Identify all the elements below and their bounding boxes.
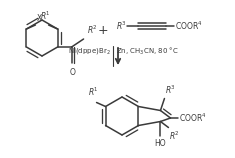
Text: HO: HO — [155, 140, 166, 149]
Text: $R^2$: $R^2$ — [86, 24, 98, 36]
Text: COOR$^4$: COOR$^4$ — [175, 20, 203, 32]
Text: +: + — [98, 24, 108, 36]
Text: $R^3$: $R^3$ — [165, 84, 176, 97]
Text: $R^2$: $R^2$ — [169, 130, 180, 142]
Text: X: X — [37, 14, 42, 23]
Text: $R^1$: $R^1$ — [88, 86, 99, 98]
Text: Ni(dppe)Br$_2$: Ni(dppe)Br$_2$ — [68, 46, 111, 56]
Text: $R^3$: $R^3$ — [116, 20, 127, 32]
Text: O: O — [70, 68, 75, 77]
Text: $R^1$: $R^1$ — [40, 10, 51, 22]
Text: Zn, CH$_3$CN, 80 °C: Zn, CH$_3$CN, 80 °C — [116, 45, 179, 57]
Text: COOR$^4$: COOR$^4$ — [180, 112, 207, 124]
